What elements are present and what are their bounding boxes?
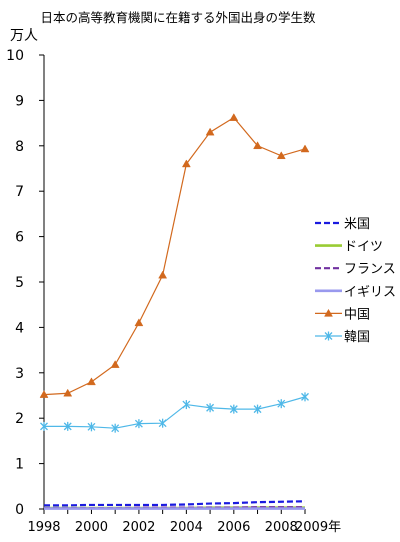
series-5-point	[134, 318, 144, 327]
series-5-point	[205, 127, 215, 136]
legend-item-3: フランス	[315, 262, 396, 277]
series-5-point	[229, 113, 239, 121]
series-5-point	[300, 144, 310, 153]
series-6-line	[44, 396, 306, 429]
series-6-point	[63, 421, 72, 431]
y-tick-label: 3	[15, 366, 24, 382]
y-tick-label: 10	[6, 48, 24, 64]
legend-label: イギリス	[344, 285, 396, 300]
y-tick-label: 9	[15, 93, 24, 109]
series-5-point	[39, 390, 49, 398]
series-5-point	[276, 151, 286, 160]
series-5-point	[158, 270, 168, 279]
x-tick-label: 2008	[265, 520, 298, 535]
legend-label: 米国	[344, 217, 370, 232]
series-6-group	[40, 392, 309, 433]
series-5-point	[110, 360, 120, 368]
y-tick-label: 2	[15, 411, 24, 427]
y-tick-label: 0	[15, 502, 24, 518]
x-tick-label: 2002	[122, 520, 155, 535]
legend-item-5: 中国	[315, 307, 370, 322]
series-6-point	[158, 418, 167, 428]
x-tick-label: 2006	[217, 520, 250, 535]
series-6-point	[87, 422, 96, 432]
series-6-point	[206, 403, 215, 413]
series-6-point	[182, 400, 191, 410]
y-tick-label: 6	[15, 230, 24, 246]
series-6-point	[229, 404, 238, 414]
series-6-point	[301, 392, 309, 402]
legend-item-4: イギリス	[315, 285, 396, 300]
series-6-point	[111, 423, 120, 433]
x-tick-label: 2009年	[295, 520, 341, 535]
legend-item-2: ドイツ	[315, 240, 383, 255]
y-tick-label: 1	[15, 457, 24, 473]
y-axis-unit-label: 万人	[10, 28, 38, 44]
plot-area: 0 1 2 3 4 5 6 7 8 9 10 1998 2000 2002 2004 2006 20082009…	[6, 48, 341, 535]
y-tick-label: 4	[15, 320, 24, 336]
legend-item-6: 韓国	[315, 330, 370, 345]
series-5-line	[43, 116, 306, 396]
series-6-point	[40, 421, 48, 431]
legend-marker	[324, 308, 333, 317]
x-tick-label: 2004	[170, 520, 203, 535]
y-tick-label: 5	[15, 275, 24, 291]
series-1-line	[44, 500, 306, 507]
legend-marker	[324, 331, 333, 341]
legend-item-1: 米国	[315, 217, 370, 232]
chart-title: 日本の高等教育機関に在籍する外国出身の学生数	[40, 10, 316, 25]
series-6-point	[253, 404, 262, 414]
y-tick-label: 8	[15, 139, 24, 155]
legend-label: 中国	[344, 307, 370, 322]
y-tick-label: 7	[15, 184, 24, 200]
x-tick-label: 1998	[27, 520, 60, 535]
series-5-point	[63, 388, 73, 397]
series-5-point	[253, 141, 262, 150]
series-1-group	[44, 500, 306, 507]
series-5-point	[181, 159, 191, 168]
series-6-point	[277, 399, 286, 409]
legend-label: 韓国	[344, 330, 370, 345]
x-tick-label: 2000	[75, 520, 108, 535]
series-5-point	[87, 377, 96, 386]
legend-label: フランス	[344, 262, 396, 277]
legend-label: ドイツ	[344, 240, 383, 255]
series-6-point	[134, 419, 143, 429]
series-5-group	[39, 113, 310, 398]
